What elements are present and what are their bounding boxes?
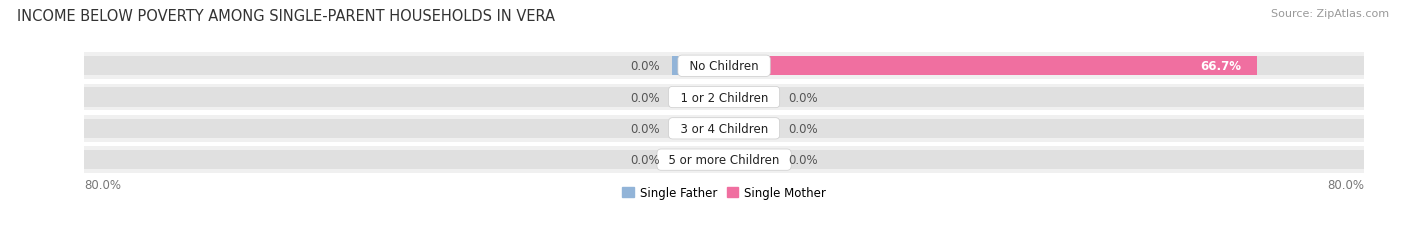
Text: 0.0%: 0.0% — [630, 153, 661, 166]
Bar — [84, 150, 1364, 170]
Text: 0.0%: 0.0% — [787, 153, 818, 166]
Bar — [84, 84, 1364, 111]
Bar — [84, 119, 1364, 138]
Text: 3 or 4 Children: 3 or 4 Children — [672, 122, 776, 135]
Text: INCOME BELOW POVERTY AMONG SINGLE-PARENT HOUSEHOLDS IN VERA: INCOME BELOW POVERTY AMONG SINGLE-PARENT… — [17, 9, 555, 24]
Bar — [672, 88, 724, 107]
Text: 80.0%: 80.0% — [84, 179, 121, 191]
Text: No Children: No Children — [682, 60, 766, 73]
Bar — [672, 150, 724, 170]
Bar — [84, 53, 1364, 80]
Text: 0.0%: 0.0% — [630, 122, 661, 135]
Bar — [672, 119, 724, 138]
Bar — [84, 88, 1364, 107]
Bar — [724, 88, 776, 107]
Text: 0.0%: 0.0% — [787, 122, 818, 135]
Bar — [672, 57, 724, 76]
Bar — [724, 119, 776, 138]
Text: 0.0%: 0.0% — [630, 60, 661, 73]
Bar — [84, 116, 1364, 142]
Bar — [724, 57, 1257, 76]
Bar — [84, 57, 1364, 76]
Text: 0.0%: 0.0% — [630, 91, 661, 104]
Text: 66.7%: 66.7% — [1201, 60, 1241, 73]
Bar — [724, 150, 776, 170]
Bar — [84, 147, 1364, 173]
Text: 0.0%: 0.0% — [787, 91, 818, 104]
Text: 80.0%: 80.0% — [1327, 179, 1364, 191]
Text: 5 or more Children: 5 or more Children — [661, 153, 787, 166]
Text: Source: ZipAtlas.com: Source: ZipAtlas.com — [1271, 9, 1389, 19]
Text: 1 or 2 Children: 1 or 2 Children — [672, 91, 776, 104]
Legend: Single Father, Single Mother: Single Father, Single Mother — [617, 181, 831, 204]
